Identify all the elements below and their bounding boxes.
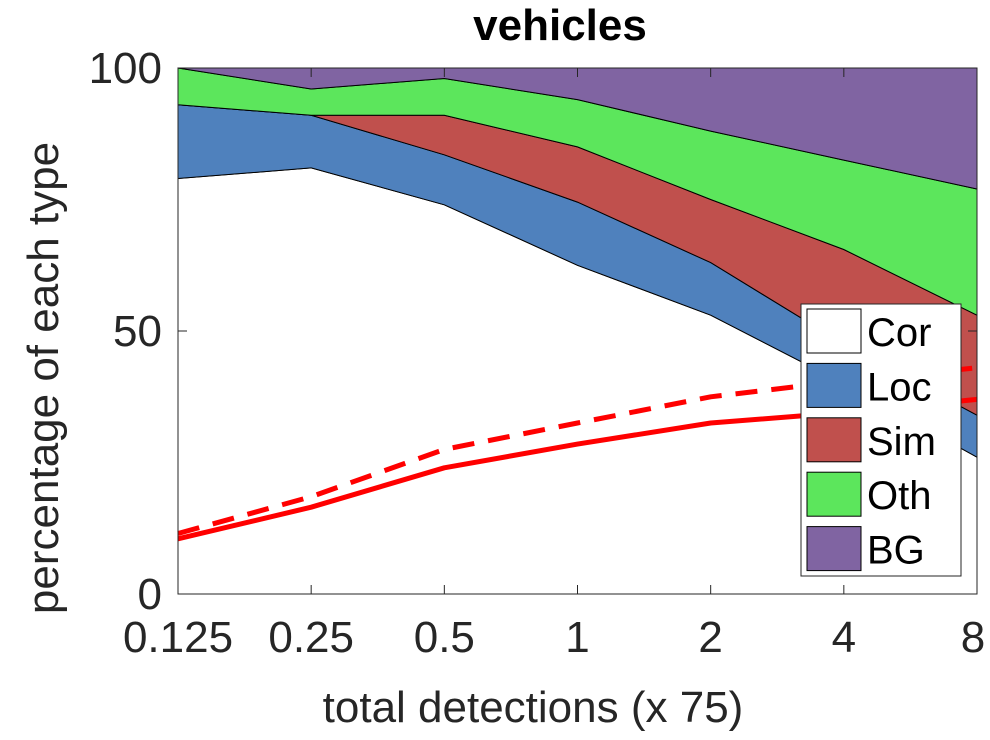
y-tick-label-100: 100 [89, 44, 162, 93]
legend-swatch-bg [806, 526, 862, 572]
x-axis-label: total detections (x 75) [323, 683, 744, 732]
x-tick-label-1: 1 [565, 613, 589, 662]
legend-label-loc: Loc [867, 365, 932, 409]
legend-swatch-cor [806, 308, 862, 354]
legend-label-oth: Oth [867, 474, 931, 518]
x-tick-label-8: 8 [961, 613, 985, 662]
x-tick-label-0-5: 0.5 [414, 613, 475, 662]
legend-label-cor: Cor [867, 311, 931, 355]
chart-title: vehicles [473, 1, 647, 50]
x-tick-label-0-25: 0.25 [268, 613, 354, 662]
legend-swatch-oth [806, 471, 862, 517]
axes: 0 50 100 0.125 0.25 0.5 1 2 4 8 [89, 44, 986, 662]
legend: Cor Loc Sim Oth BG [800, 303, 962, 577]
y-tick-label-0: 0 [138, 570, 162, 619]
x-tick-label-4: 4 [832, 613, 856, 662]
x-tick-label-0-125: 0.125 [123, 613, 233, 662]
legend-label-sim: Sim [867, 420, 936, 464]
legend-swatch-sim [806, 417, 862, 463]
legend-swatch-loc [806, 362, 862, 408]
x-tick-label-2: 2 [698, 613, 722, 662]
y-tick-label-50: 50 [113, 307, 162, 356]
y-axis-label: percentage of each type [19, 142, 68, 614]
legend-label-bg: BG [867, 529, 925, 573]
